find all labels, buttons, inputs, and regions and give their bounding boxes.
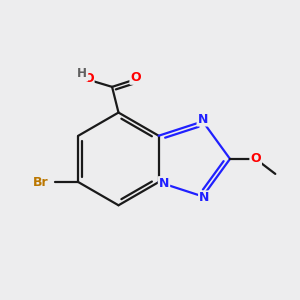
Text: N: N [159,177,169,190]
Text: Br: Br [33,176,49,189]
Text: N: N [199,191,209,204]
Text: N: N [198,112,208,125]
Text: O: O [130,71,141,84]
Text: O: O [250,152,261,165]
Text: H: H [77,68,87,80]
Text: O: O [83,72,94,85]
